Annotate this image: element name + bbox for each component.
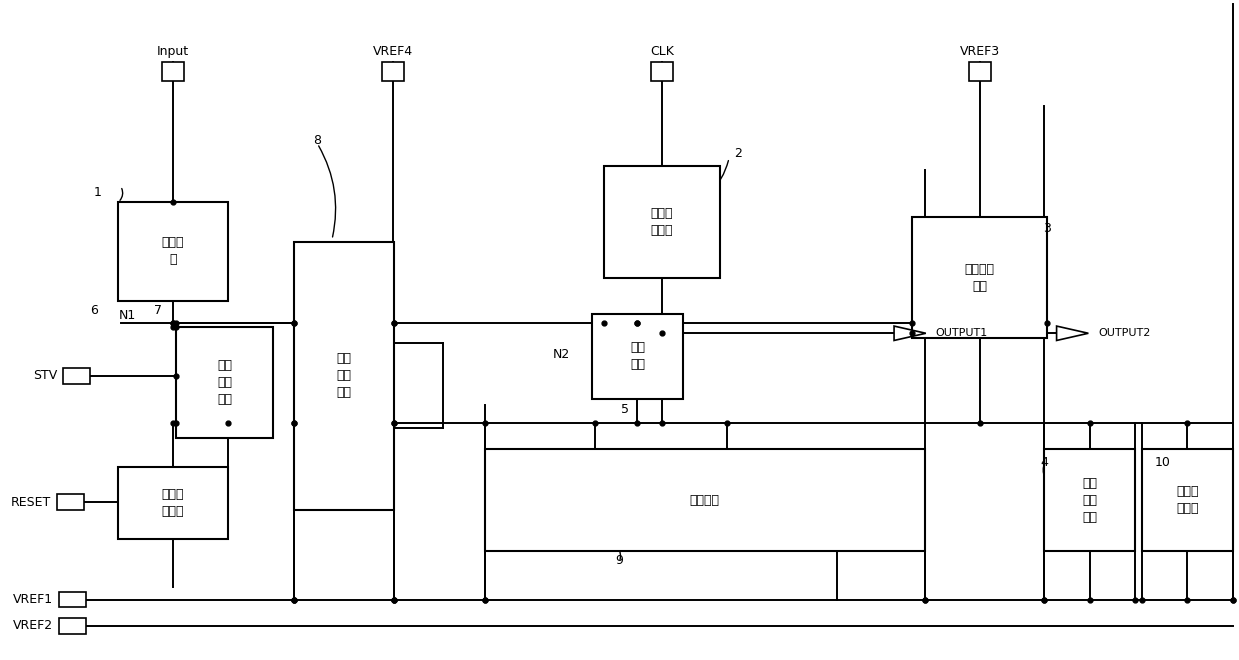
Bar bbox=[484, 449, 924, 551]
Polygon shape bbox=[895, 326, 926, 341]
Text: 8: 8 bbox=[313, 134, 321, 147]
Text: 输出
复位
模块: 输出 复位 模块 bbox=[1082, 477, 1097, 523]
Polygon shape bbox=[1057, 326, 1088, 341]
Bar bbox=[1141, 449, 1233, 551]
Text: 第一输
出模块: 第一输 出模块 bbox=[650, 207, 673, 237]
Text: 9: 9 bbox=[616, 554, 623, 567]
Bar bbox=[57, 494, 84, 510]
Bar bbox=[118, 203, 228, 300]
Text: 节点
降噪
模块: 节点 降噪 模块 bbox=[217, 359, 232, 406]
Text: N1: N1 bbox=[119, 309, 136, 322]
Text: 输出降
噪模块: 输出降 噪模块 bbox=[1176, 485, 1198, 515]
Bar bbox=[162, 61, 185, 81]
Text: VREF2: VREF2 bbox=[14, 619, 53, 632]
Text: 节点复
位模块: 节点复 位模块 bbox=[162, 488, 185, 518]
Bar bbox=[1043, 449, 1135, 551]
Text: 3: 3 bbox=[1043, 222, 1051, 235]
Bar bbox=[591, 314, 683, 399]
Text: 下拉模块: 下拉模块 bbox=[690, 494, 720, 507]
Bar bbox=[603, 166, 720, 278]
Text: 第二输出
模块: 第二输出 模块 bbox=[965, 263, 995, 292]
Bar bbox=[650, 61, 673, 81]
Text: 5: 5 bbox=[621, 403, 629, 416]
Text: STV: STV bbox=[32, 370, 57, 382]
Text: OUTPUT2: OUTPUT2 bbox=[1098, 328, 1151, 339]
Bar bbox=[382, 61, 404, 81]
Text: VREF3: VREF3 bbox=[959, 46, 1000, 58]
Text: 电容
模块: 电容 模块 bbox=[629, 341, 646, 371]
Text: Input: Input bbox=[157, 46, 190, 58]
Text: 1: 1 bbox=[93, 186, 102, 199]
Text: 6: 6 bbox=[89, 304, 98, 317]
Text: 4: 4 bbox=[1041, 456, 1048, 469]
Bar bbox=[294, 242, 394, 510]
Bar bbox=[59, 592, 87, 607]
Bar bbox=[969, 61, 991, 81]
Bar bbox=[912, 217, 1047, 338]
Text: RESET: RESET bbox=[11, 496, 51, 509]
Text: VREF1: VREF1 bbox=[14, 593, 53, 606]
Bar bbox=[63, 368, 90, 383]
Text: 2: 2 bbox=[733, 147, 742, 160]
Text: OUTPUT1: OUTPUT1 bbox=[935, 328, 987, 339]
Text: VREF4: VREF4 bbox=[373, 46, 413, 58]
Text: 10: 10 bbox=[1155, 456, 1171, 469]
Bar bbox=[176, 327, 274, 438]
Text: N2: N2 bbox=[553, 348, 570, 362]
Text: 下拉
控制
模块: 下拉 控制 模块 bbox=[337, 352, 352, 399]
Bar bbox=[59, 618, 87, 634]
Text: 输入模
块: 输入模 块 bbox=[162, 236, 185, 267]
Text: 7: 7 bbox=[155, 304, 162, 317]
Text: CLK: CLK bbox=[650, 46, 674, 58]
Bar bbox=[118, 467, 228, 539]
